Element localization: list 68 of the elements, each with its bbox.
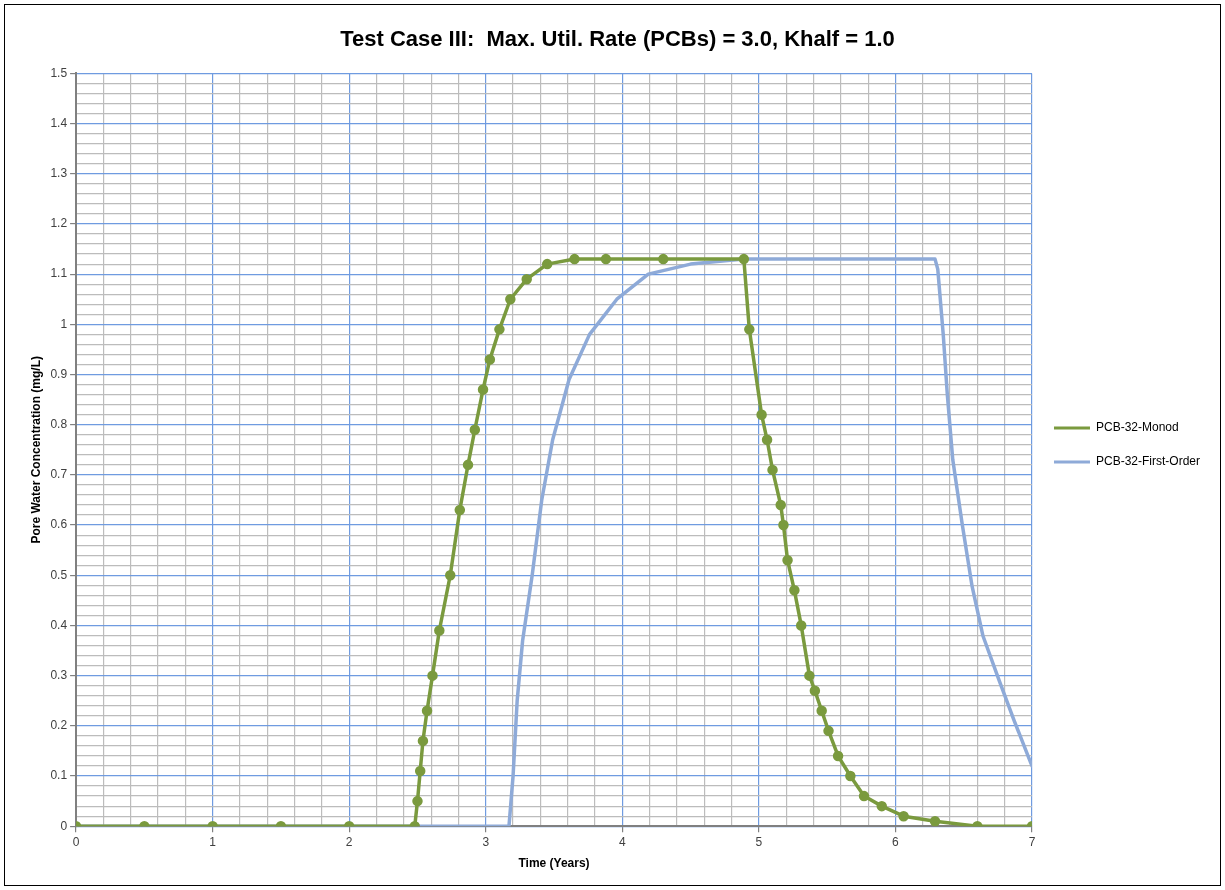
legend-label: PCB-32-Monod <box>1095 420 1179 435</box>
x-tick-label: 6 <box>892 834 900 849</box>
x-axis-title: Time (Years) <box>518 856 590 871</box>
point <box>789 585 800 596</box>
point <box>569 253 580 265</box>
point <box>782 554 793 566</box>
x-tick-label: 5 <box>755 834 763 849</box>
point <box>929 815 941 827</box>
point <box>462 459 474 471</box>
point <box>454 504 466 516</box>
point <box>756 409 767 420</box>
point <box>832 750 844 762</box>
point <box>845 770 856 782</box>
point <box>412 795 423 807</box>
point <box>445 570 456 581</box>
y-tick-label: 0.3 <box>50 667 68 682</box>
chart-title: Test Case III: Max. Util. Rate (PCBs) = 3.0, Khalf = 1.0 <box>340 26 895 52</box>
point <box>738 253 750 265</box>
y-tick-label: 0.9 <box>50 366 68 381</box>
point <box>521 273 532 285</box>
point <box>778 519 789 531</box>
point <box>761 434 773 446</box>
legend-label: PCB-32-First-Order <box>1095 454 1201 469</box>
point <box>434 625 445 636</box>
y-tick-label: 0.2 <box>50 718 68 733</box>
point <box>775 499 786 511</box>
point <box>427 670 438 681</box>
y-tick-label: 1 <box>60 316 68 331</box>
y-tick-label: 0.5 <box>50 567 68 582</box>
point <box>417 735 429 747</box>
point <box>541 258 553 270</box>
point <box>658 253 669 265</box>
point <box>421 705 433 717</box>
x-tick-label: 1 <box>209 834 217 849</box>
y-axis-title: Pore Water Concentration (mg/L) <box>28 356 43 544</box>
y-tick-label: 1.1 <box>50 266 68 281</box>
y-tick-label: 0.7 <box>50 467 68 482</box>
x-tick-label: 7 <box>1028 834 1036 849</box>
point <box>816 705 827 717</box>
point <box>477 384 489 395</box>
point <box>469 424 481 435</box>
point <box>809 685 821 696</box>
point <box>876 800 888 812</box>
point <box>823 725 834 737</box>
x-tick-label: 2 <box>345 834 353 849</box>
x-tick-label: 0 <box>72 834 80 849</box>
point <box>600 253 612 265</box>
y-tick-label: 1.5 <box>50 65 68 80</box>
y-tick-label: 0 <box>60 818 68 833</box>
x-tick-label: 4 <box>618 834 626 849</box>
point <box>494 324 505 335</box>
x-tick-label: 3 <box>482 834 490 849</box>
point <box>767 464 778 476</box>
point <box>898 810 909 822</box>
point <box>744 324 755 335</box>
point <box>484 354 496 365</box>
y-tick-label: 0.6 <box>50 517 68 532</box>
point <box>795 620 807 631</box>
y-tick-label: 0.4 <box>50 617 68 632</box>
point <box>858 790 870 802</box>
y-tick-label: 1.4 <box>50 115 68 130</box>
y-tick-label: 1.2 <box>50 216 68 231</box>
point <box>414 765 426 777</box>
y-tick-label: 0.8 <box>50 417 68 432</box>
y-tick-label: 0.1 <box>50 768 68 783</box>
point <box>505 293 516 305</box>
point <box>804 670 815 681</box>
y-tick-label: 1.3 <box>50 166 68 181</box>
